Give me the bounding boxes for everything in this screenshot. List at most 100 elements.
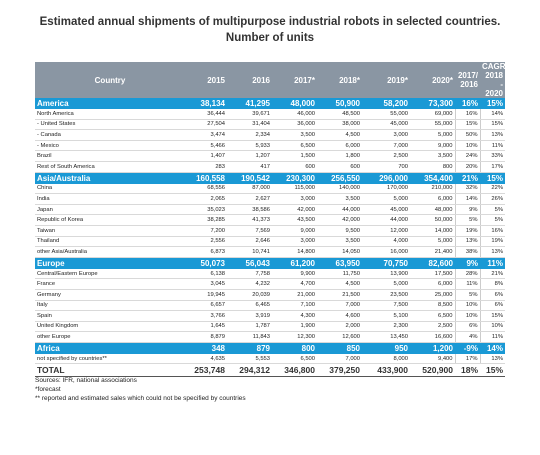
cell: 850 [317, 342, 362, 354]
cell: 28% [454, 268, 480, 280]
cell: 8,000 [362, 353, 410, 365]
cell: 44,000 [362, 214, 410, 226]
cell: 15% [479, 119, 505, 131]
country-row: China 68,556 87,000 115,000 140,000 170,000 21… [35, 183, 505, 195]
cell: 2,065 [185, 193, 227, 205]
cell: 7,569 [227, 225, 272, 237]
country-row: France 3,045 4,232 4,700 4,500 5,000 6,000 11% 8… [35, 278, 505, 290]
row-label: Germany [35, 289, 185, 301]
cell: 16% [455, 98, 480, 109]
cell: 46,000 [272, 109, 317, 120]
cell: 2,627 [227, 193, 272, 205]
header-cell: 2017* [272, 62, 317, 98]
cell: 3,000 [272, 236, 317, 248]
cell: 5,000 [362, 193, 410, 205]
cell: 7,000 [317, 300, 362, 312]
cell: 42,000 [317, 214, 362, 226]
country-row: Spain 3,766 3,919 4,300 4,600 5,100 6,500 10% 15… [35, 310, 505, 322]
country-row: - Canada 3,474 2,334 3,500 4,500 3,000 5,000 50… [35, 129, 505, 141]
cell: 17,500 [410, 268, 455, 280]
titles: Estimated annual shipments of multipurpo… [0, 14, 540, 46]
cell: 3,500 [410, 150, 455, 162]
cell: 6,500 [272, 353, 317, 365]
cell: 10% [454, 140, 480, 152]
cell: 2,646 [227, 236, 272, 248]
cell: 5,553 [227, 353, 272, 365]
cell: 140,000 [317, 183, 362, 195]
cell: 4,300 [272, 310, 317, 322]
cell: 13,450 [362, 331, 410, 343]
cell: 7,000 [362, 140, 410, 152]
cell: 3,919 [227, 310, 272, 322]
cell: 4,000 [362, 236, 410, 248]
cell: 160,558 [185, 172, 227, 184]
cell: 10% [454, 310, 480, 322]
cell: 7,758 [227, 268, 272, 280]
cell: 6,000 [410, 193, 455, 205]
cell: 10% [479, 321, 505, 333]
cell: 43,500 [272, 214, 317, 226]
country-row: Japan 35,023 38,586 42,000 44,000 45,000 48,00… [35, 204, 505, 216]
cell: 18% [455, 363, 480, 378]
row-label: not specified by countries** [35, 353, 185, 365]
cell: 3,474 [185, 129, 227, 141]
cell: 38,586 [227, 204, 272, 216]
country-row: other Asia/Australia 6,873 10,741 14,800 14,… [35, 246, 505, 258]
country-row: North America 36,444 39,671 46,000 48,500 55,… [35, 109, 505, 120]
country-row: Italy 6,657 6,465 7,100 7,000 7,500 8,500 10% 6% [35, 300, 505, 312]
cell: 20% [454, 161, 480, 173]
cell: 6,500 [410, 310, 455, 322]
cell: 8,500 [410, 300, 455, 312]
cell: 210,000 [410, 183, 455, 195]
cell: 39,671 [227, 109, 272, 120]
cell: 5% [454, 214, 480, 226]
cell: 36,444 [185, 109, 227, 120]
cell: 6,657 [185, 300, 227, 312]
table-body: America 38,134 41,295 48,000 50,900 58,200 73,… [35, 98, 505, 378]
cell: 6,000 [317, 140, 362, 152]
cell: 190,542 [227, 172, 272, 184]
cell: 50% [454, 129, 480, 141]
country-row: not specified by countries** 4,635 5,553 6,… [35, 353, 505, 365]
cell: 25,000 [410, 289, 455, 301]
row-label: other Europe [35, 331, 185, 343]
cell: 11,843 [227, 331, 272, 343]
country-row: Thailand 2,556 2,646 3,000 3,500 4,000 5,000 13… [35, 236, 505, 248]
country-row: - United States 27,504 31,404 36,000 38,000 4… [35, 119, 505, 131]
cell: 5% [479, 214, 505, 226]
note: ** reported and estimated sales which co… [35, 395, 246, 402]
cell: 5,000 [410, 129, 455, 141]
region-row: Africa 348 879 800 850 950 1,200 -9% 14% [35, 342, 505, 354]
cell: 379,250 [317, 363, 362, 378]
cell: 36,000 [272, 119, 317, 131]
country-row: Rest of South America 283 417 600 600 700 800 2… [35, 161, 505, 173]
cell: 4,500 [317, 278, 362, 290]
cell: 7,200 [185, 225, 227, 237]
cell: 33% [479, 150, 505, 162]
cell: 7,100 [272, 300, 317, 312]
cell: 21,000 [272, 289, 317, 301]
cell: 13% [479, 353, 505, 365]
cell: 8,879 [185, 331, 227, 343]
cell: 296,000 [362, 172, 410, 184]
row-label: Spain [35, 310, 185, 322]
cell: 13% [479, 246, 505, 258]
header-cell: 2017/ 2016 [455, 62, 480, 98]
country-row: Germany 19,945 20,039 21,000 21,500 23,500 25,… [35, 289, 505, 301]
row-label: - Mexico [35, 140, 185, 152]
cell: 6% [479, 289, 505, 301]
cell: 19% [479, 236, 505, 248]
cell: 5,933 [227, 140, 272, 152]
cell: 9,900 [272, 268, 317, 280]
cell: 2,500 [362, 150, 410, 162]
cell: 44,000 [317, 204, 362, 216]
cell: 9,400 [410, 353, 455, 365]
row-label: - Canada [35, 129, 185, 141]
cell: 2,334 [227, 129, 272, 141]
cell: 1,645 [185, 321, 227, 333]
cell: 45,000 [362, 119, 410, 131]
cell: 11% [454, 278, 480, 290]
cell: 16% [454, 109, 480, 120]
row-label: Italy [35, 300, 185, 312]
cell: 1,207 [227, 150, 272, 162]
